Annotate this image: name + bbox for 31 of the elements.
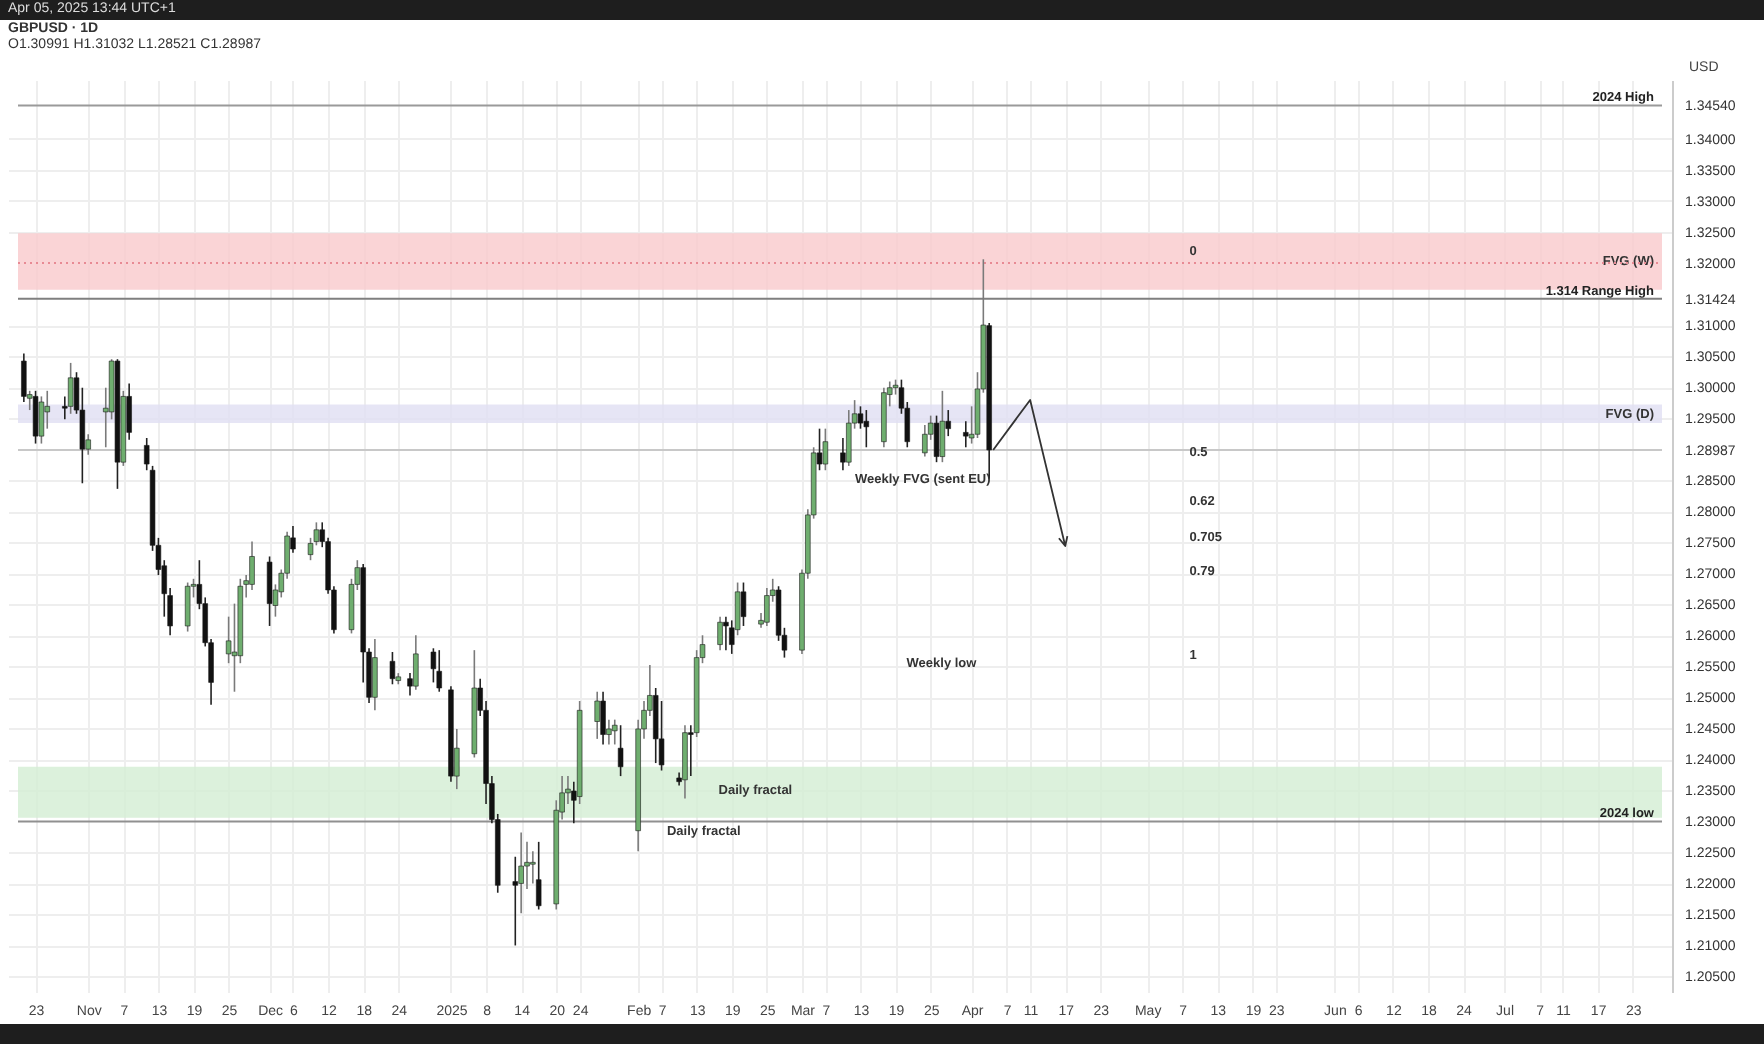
candlestick (922, 424, 928, 458)
candlestick (963, 420, 969, 449)
candlestick (536, 841, 542, 911)
candlestick (38, 395, 45, 445)
candlestick (436, 649, 442, 693)
candlestick (717, 615, 723, 651)
candlestick (863, 409, 870, 449)
candlestick (184, 581, 191, 633)
candlestick (32, 390, 39, 445)
candlestick (512, 855, 518, 947)
candlestick (600, 690, 606, 746)
candlestick (413, 634, 419, 691)
candlestick (67, 362, 74, 415)
candlestick (372, 638, 378, 712)
candlestick (389, 651, 396, 686)
candlestick (44, 390, 50, 430)
candlestick (430, 647, 437, 684)
candlestick (653, 687, 659, 764)
candlestick (933, 414, 940, 463)
candlestick (939, 390, 946, 463)
candlestick (21, 352, 27, 403)
candlestick (682, 724, 688, 800)
candlestick (144, 437, 150, 472)
candlestick (617, 724, 624, 777)
candlestick (249, 540, 255, 591)
candlestick (266, 555, 273, 627)
candlestick (594, 690, 600, 740)
candlestick (723, 615, 729, 651)
candlestick (764, 587, 770, 627)
candlestick (822, 427, 829, 472)
candlestick (740, 581, 747, 627)
